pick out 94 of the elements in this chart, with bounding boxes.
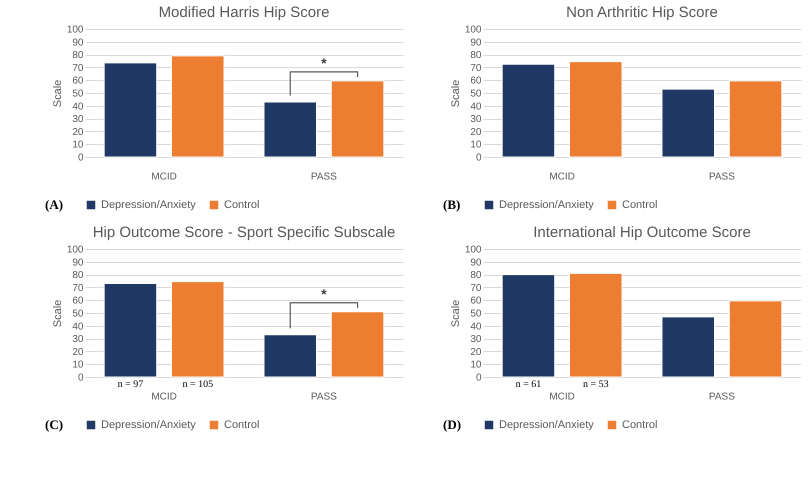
y-tick-label: 90 — [72, 257, 84, 268]
y-tick-label: 0 — [476, 152, 482, 164]
y-tick-label: 20 — [72, 126, 84, 138]
legend-label: Control — [622, 199, 658, 211]
y-tick-label: 80 — [470, 270, 482, 282]
text: (B) — [443, 197, 460, 212]
y-tick-label: 90 — [72, 37, 84, 48]
x-tick-label: PASS — [310, 172, 338, 182]
y-tick-label: 10 — [470, 360, 482, 371]
y-tick-label: 20 — [470, 126, 482, 138]
bar — [728, 300, 782, 378]
bar — [330, 80, 384, 158]
bar — [502, 274, 556, 378]
legend-label: Depression/Anxiety — [101, 419, 196, 431]
y-tick-label: 80 — [72, 50, 84, 62]
y-tick-label: 40 — [470, 101, 482, 112]
y-tick-label: 70 — [470, 62, 482, 74]
chart-title: Non Arthritic Hip Score — [566, 4, 718, 21]
text: (A) — [45, 197, 64, 212]
y-tick-label: 0 — [476, 372, 482, 384]
bar — [263, 334, 317, 378]
y-axis-title: Scale — [450, 300, 462, 328]
y-tick-label: 50 — [470, 308, 482, 320]
y-tick-label: 100 — [464, 24, 482, 36]
x-tick-label: MCID — [151, 172, 177, 182]
y-tick-label: 90 — [470, 257, 482, 268]
legend-label: Depression/Anxiety — [499, 199, 594, 211]
text: n = 61 — [516, 379, 542, 390]
x-tick-label: PASS — [708, 392, 736, 402]
y-tick-label: 60 — [470, 76, 482, 87]
legend-label: Control — [224, 199, 260, 211]
y-tick-label: 10 — [72, 140, 84, 151]
legend-label: Depression/Anxiety — [101, 199, 196, 211]
bar — [661, 316, 715, 378]
bar — [171, 55, 225, 158]
y-tick-label: 30 — [72, 334, 84, 346]
text: (C) — [45, 417, 64, 432]
y-tick-label: 70 — [72, 282, 84, 294]
bar — [104, 62, 158, 158]
y-tick-label: 70 — [72, 62, 84, 74]
chart-title: Modified Harris Hip Score — [158, 4, 330, 21]
y-tick-label: 60 — [470, 296, 482, 307]
bar — [330, 311, 384, 378]
y-tick-label: 80 — [470, 50, 482, 62]
y-tick-label: 100 — [464, 244, 482, 256]
text: (D) — [443, 417, 462, 432]
y-tick-label: 60 — [72, 296, 84, 307]
y-tick-label: 50 — [470, 88, 482, 100]
y-tick-label: 50 — [72, 88, 84, 100]
x-tick-label: MCID — [549, 172, 575, 182]
bar — [728, 80, 782, 158]
x-tick-label: PASS — [310, 392, 338, 402]
x-tick-label: PASS — [708, 172, 736, 182]
y-tick-label: 80 — [72, 270, 84, 282]
bar — [569, 61, 623, 158]
chart-title: Hip Outcome Score - Sport Specific Subscale — [92, 224, 396, 241]
y-axis-title: Scale — [52, 300, 64, 328]
y-tick-label: 20 — [470, 346, 482, 358]
y-tick-label: 30 — [470, 334, 482, 346]
y-tick-label: 0 — [78, 152, 84, 164]
annotation: * — [321, 286, 328, 302]
y-tick-label: 30 — [72, 114, 84, 126]
y-tick-label: 20 — [72, 346, 84, 358]
y-tick-label: 60 — [72, 76, 84, 87]
y-tick-label: 100 — [66, 24, 84, 36]
bar — [171, 281, 225, 378]
bar — [661, 88, 715, 158]
y-axis-title: Scale — [450, 80, 462, 108]
y-tick-label: 30 — [470, 114, 482, 126]
bar — [569, 272, 623, 378]
y-tick-label: 10 — [72, 360, 84, 371]
bar — [104, 283, 158, 378]
bar — [263, 101, 317, 158]
text: n = 53 — [582, 379, 609, 390]
x-tick-label: MCID — [549, 392, 575, 402]
y-tick-label: 10 — [470, 140, 482, 151]
x-tick-label: MCID — [151, 392, 177, 402]
y-tick-label: 40 — [72, 321, 84, 332]
text: n = 97 — [118, 379, 144, 390]
legend-label: Depression/Anxiety — [499, 419, 594, 431]
y-tick-label: 90 — [470, 37, 482, 48]
annotation: * — [321, 54, 328, 71]
y-tick-label: 100 — [66, 244, 84, 256]
chart-title: International Hip Outcome Score — [533, 224, 751, 241]
y-tick-label: 70 — [470, 282, 482, 294]
bar — [502, 64, 556, 158]
y-tick-label: 0 — [78, 372, 84, 384]
y-tick-label: 40 — [470, 321, 482, 332]
y-tick-label: 40 — [72, 101, 84, 112]
legend-label: Control — [224, 419, 260, 431]
text: n = 105 — [182, 379, 214, 390]
y-axis-title: Scale — [52, 80, 64, 108]
legend-label: Control — [622, 419, 658, 431]
y-tick-label: 50 — [72, 308, 84, 320]
